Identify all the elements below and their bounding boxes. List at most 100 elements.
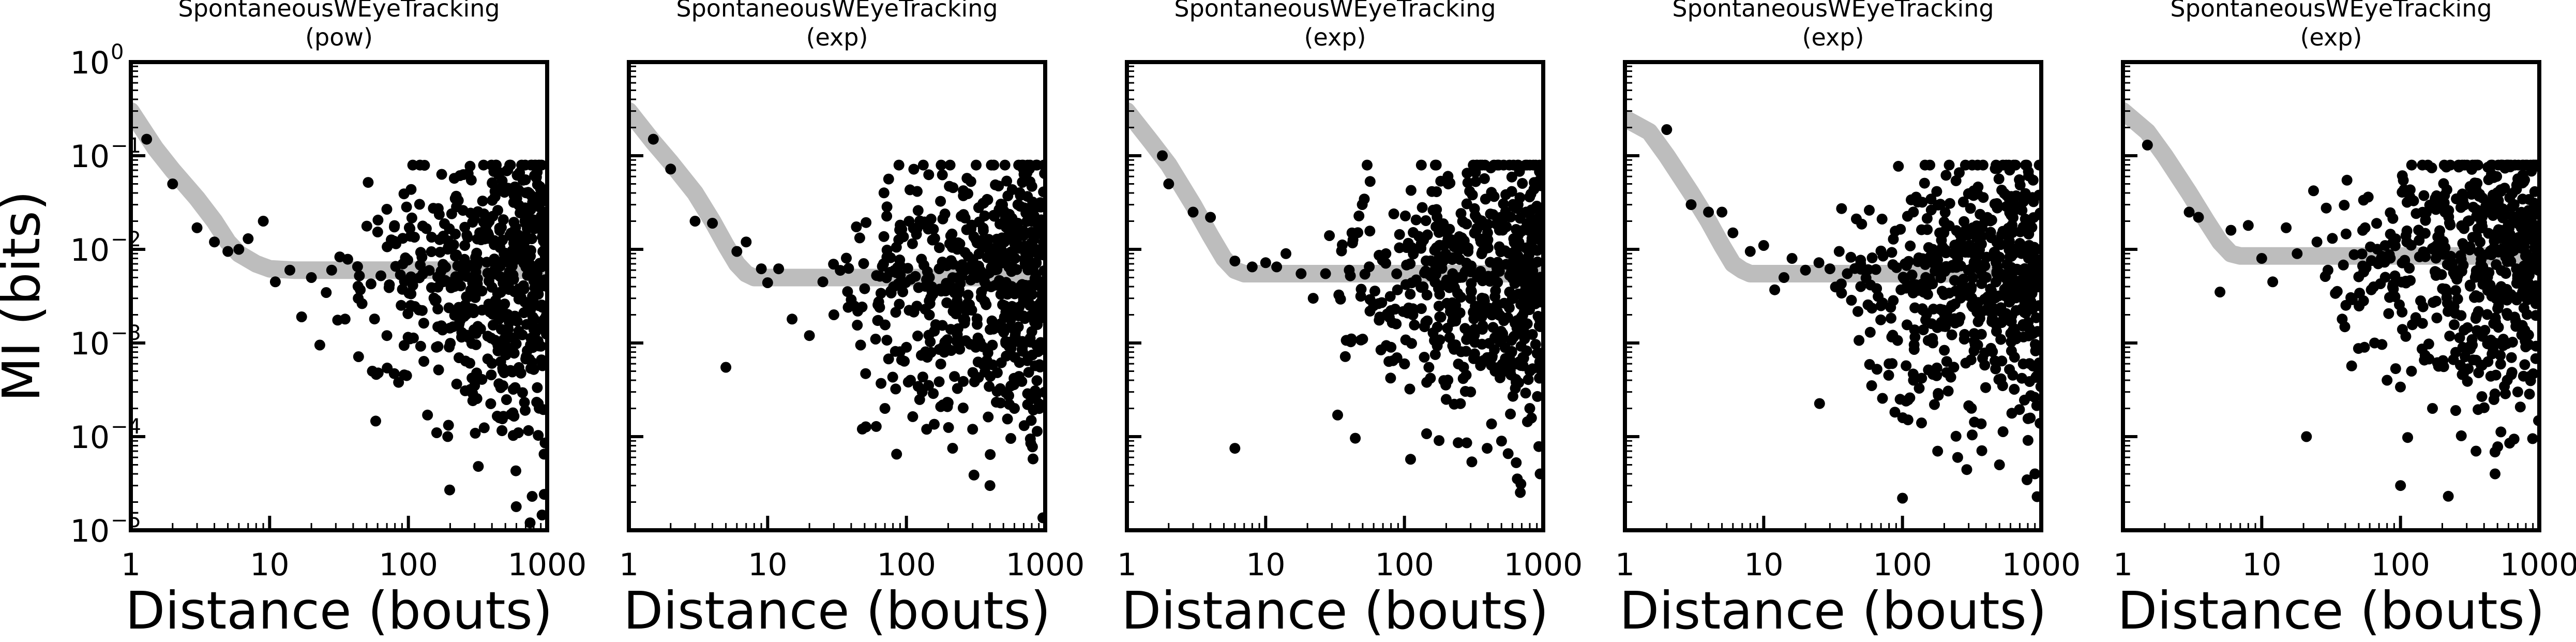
data-point [321,287,332,298]
data-point [1523,374,1534,385]
data-point [1505,408,1516,420]
data-point [859,283,870,294]
data-point [973,372,984,383]
data-point [1903,394,1914,406]
data-point [1392,284,1403,295]
data-point [1905,240,1916,251]
data-point [2495,359,2506,370]
data-point [996,323,1007,334]
x-axis-label: Distance (bouts) [1619,580,2046,641]
data-point [511,316,523,327]
data-point [943,422,954,433]
data-point [2413,225,2424,236]
data-point [1824,263,1835,275]
data-point [1408,227,1419,238]
data-point [2529,186,2539,197]
data-point [2470,445,2482,457]
data-point [1508,199,1519,210]
data-point [510,465,521,476]
data-point [991,367,1003,378]
data-point [2356,248,2368,260]
data-point [1205,212,1216,223]
data-point [494,271,506,282]
data-point [1940,170,1952,181]
data-point [2526,258,2538,270]
data-point [2462,322,2473,333]
data-point [464,160,476,172]
data-point [990,243,1001,254]
y-tick-label: 10 [70,232,110,268]
data-point [499,367,510,378]
data-point [209,236,220,248]
data-point [2437,236,2449,247]
data-point [409,301,420,312]
data-point [518,258,530,269]
data-point [1364,294,1376,305]
data-point [2460,351,2471,363]
data-point [912,186,923,197]
data-point [488,320,499,331]
panel-title: SpontaneousWEyeTracking [1174,0,1496,22]
data-point [2465,280,2476,292]
data-point [499,298,510,310]
data-point [398,188,410,200]
data-point [1419,352,1430,363]
data-point [1950,430,1962,442]
data-point [981,299,992,310]
data-point [923,330,935,341]
data-point [1027,203,1037,215]
data-point [2292,248,2303,259]
data-point [2028,248,2039,259]
data-point [1012,218,1023,229]
data-point [2281,222,2292,233]
data-point [921,274,932,285]
data-point [503,323,514,335]
plot-frame [1125,60,1545,532]
data-point [1908,206,1919,218]
data-point [941,278,952,289]
data-point [535,340,547,352]
data-point [891,449,902,460]
data-point [1997,426,2009,437]
data-point [945,324,956,335]
data-point [443,420,454,431]
data-point [532,167,543,178]
data-point [2267,276,2279,288]
data-point [494,238,505,249]
data-point [486,333,496,344]
data-point [2004,296,2015,307]
data-point [924,309,935,321]
data-point [1946,329,1957,340]
data-point [2371,218,2382,229]
data-point [965,176,976,187]
data-point [1886,312,1896,324]
data-point [519,215,531,227]
data-point [505,228,517,239]
data-point [1514,261,1525,272]
data-point [1443,281,1454,293]
data-point [422,409,433,421]
data-point [167,178,178,189]
chart-panel-3: SpontaneousWEyeTracking(exp) 1 10 100 1000Di… [1117,0,1583,641]
data-point [1522,416,1533,427]
data-point [1408,248,1419,260]
data-point [1439,240,1450,251]
data-point [1475,360,1486,371]
data-point [1406,338,1417,349]
data-point [1985,342,1997,354]
data-point [402,308,414,319]
data-point [2005,328,2016,339]
data-point [507,407,519,419]
data-point [2456,265,2467,277]
data-point [1011,236,1022,248]
x-tick-label: 100 [1375,547,1434,583]
data-point [1520,242,1531,253]
data-point [1485,308,1497,319]
data-point [2387,281,2398,293]
scatter-series [2142,139,2539,502]
data-point [1948,248,1960,259]
data-point [370,415,381,427]
data-point [1434,435,1445,446]
data-point [828,309,839,320]
data-point [1990,363,2001,375]
